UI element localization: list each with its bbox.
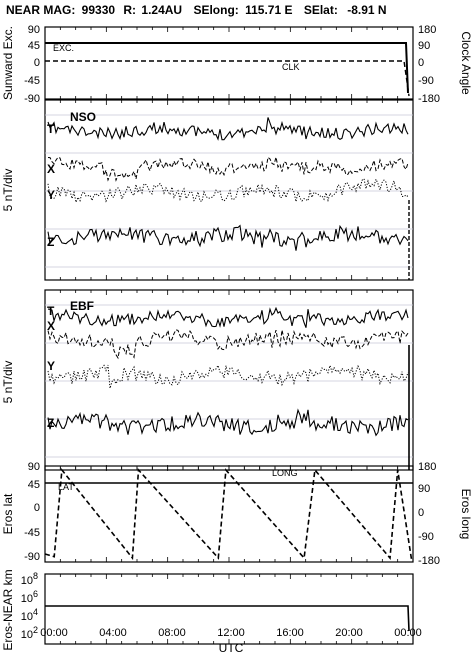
x-tick-label-5: 20:00 bbox=[335, 627, 363, 639]
eros-lat-tick-1: 45 bbox=[28, 479, 40, 491]
clock-tick-0: 180 bbox=[418, 24, 436, 36]
eros-long-tick-1: 90 bbox=[418, 483, 430, 495]
sunward-ylabel: Sunward Exc. bbox=[1, 26, 15, 100]
eros-long-tick-4: -180 bbox=[418, 555, 440, 567]
clock-tick-4: -180 bbox=[418, 93, 440, 105]
eros-lat-ylabel: Eros lat bbox=[1, 493, 15, 534]
eros-long-tick-3: -90 bbox=[418, 531, 434, 543]
series-clk-line bbox=[45, 60, 410, 97]
ebf-panel-title: EBF bbox=[70, 299, 94, 313]
ebf-trace-label-y: Y bbox=[47, 359, 55, 373]
x-axis-ticks bbox=[44, 27, 414, 644]
nso-trace-t bbox=[47, 117, 409, 141]
header-title: NEAR MAG: 99330 R: 1.24AU SElong: 115.71… bbox=[6, 3, 387, 17]
eros-long-tick-0: 180 bbox=[418, 461, 436, 473]
clock-tick-2: 0 bbox=[418, 57, 424, 69]
x-tick-label-4: 16:00 bbox=[276, 627, 304, 639]
series-exc-line bbox=[45, 42, 409, 94]
clock-tick-1: 90 bbox=[418, 40, 430, 52]
ebf-trace-label-z: Z bbox=[47, 416, 54, 430]
eros-lat-tick-4: -90 bbox=[24, 551, 40, 563]
eros-lat-tick-2: 0 bbox=[34, 502, 40, 514]
x-tick-label-6: 00:00 bbox=[394, 627, 422, 639]
ebf-trace-y bbox=[47, 363, 409, 389]
ebf-trace-x bbox=[47, 328, 409, 360]
ebf-ylabel: 5 nT/div bbox=[1, 361, 15, 404]
distance-tick-0: 108 bbox=[21, 571, 38, 587]
sunward-tick-1: 45 bbox=[28, 40, 40, 52]
nso-trace-label-y: Y bbox=[47, 188, 55, 202]
nso-trace-label-t: T bbox=[47, 122, 55, 136]
x-tick-label-2: 08:00 bbox=[158, 627, 186, 639]
x-tick-label-0: 00:00 bbox=[40, 627, 68, 639]
x-tick-label-1: 04:00 bbox=[99, 627, 127, 639]
eros-long-ylabel: Eros long bbox=[459, 489, 473, 540]
distance-tick-1: 106 bbox=[21, 589, 38, 605]
distance-line bbox=[45, 605, 410, 632]
eros-lat-label: LAT bbox=[58, 482, 74, 492]
series-exc-label: EXC. bbox=[53, 43, 74, 53]
ebf-trace-z bbox=[47, 408, 409, 437]
series-clk-label: CLK bbox=[282, 62, 300, 72]
eros-long-tick-2: 0 bbox=[418, 507, 424, 519]
clock-angle-ylabel: Clock Angle bbox=[459, 31, 473, 95]
eros-long-line bbox=[44, 467, 413, 561]
eros-lat-tick-0: 90 bbox=[28, 461, 40, 473]
distance-tick-2: 104 bbox=[21, 607, 38, 623]
clock-tick-3: -90 bbox=[418, 75, 434, 87]
ebf-trace-label-x: X bbox=[47, 319, 55, 333]
nso-panel-title: NSO bbox=[70, 110, 96, 124]
nso-trace-label-x: X bbox=[47, 162, 55, 176]
ebf-gridlines bbox=[45, 304, 413, 458]
sunward-tick-2: 0 bbox=[34, 57, 40, 69]
nso-trace-x bbox=[47, 156, 409, 182]
distance-tick-3: 102 bbox=[21, 625, 38, 641]
nso-trace-y bbox=[47, 177, 409, 205]
nso-ylabel: 5 nT/div bbox=[1, 169, 15, 212]
eros-long-label: LONG bbox=[272, 468, 298, 478]
ebf-trace-label-t: T bbox=[47, 304, 55, 318]
eros-lat-tick-3: -45 bbox=[24, 527, 40, 539]
sunward-tick-4: -90 bbox=[24, 93, 40, 105]
panel-sunward-frame bbox=[44, 26, 414, 100]
sunward-tick-3: -45 bbox=[24, 75, 40, 87]
x-tick-label-3: 12:00 bbox=[217, 627, 245, 639]
ebf-trace-t bbox=[47, 306, 409, 328]
nso-gridlines bbox=[45, 114, 413, 268]
panel-ebf-frame bbox=[44, 289, 414, 471]
distance-ylabel: Eros-NEAR km bbox=[1, 569, 15, 650]
x-axis-label: UTC bbox=[219, 641, 244, 655]
sunward-tick-0: 90 bbox=[28, 24, 40, 36]
nso-trace-z bbox=[47, 224, 409, 251]
panel-eros-frame bbox=[44, 465, 414, 563]
